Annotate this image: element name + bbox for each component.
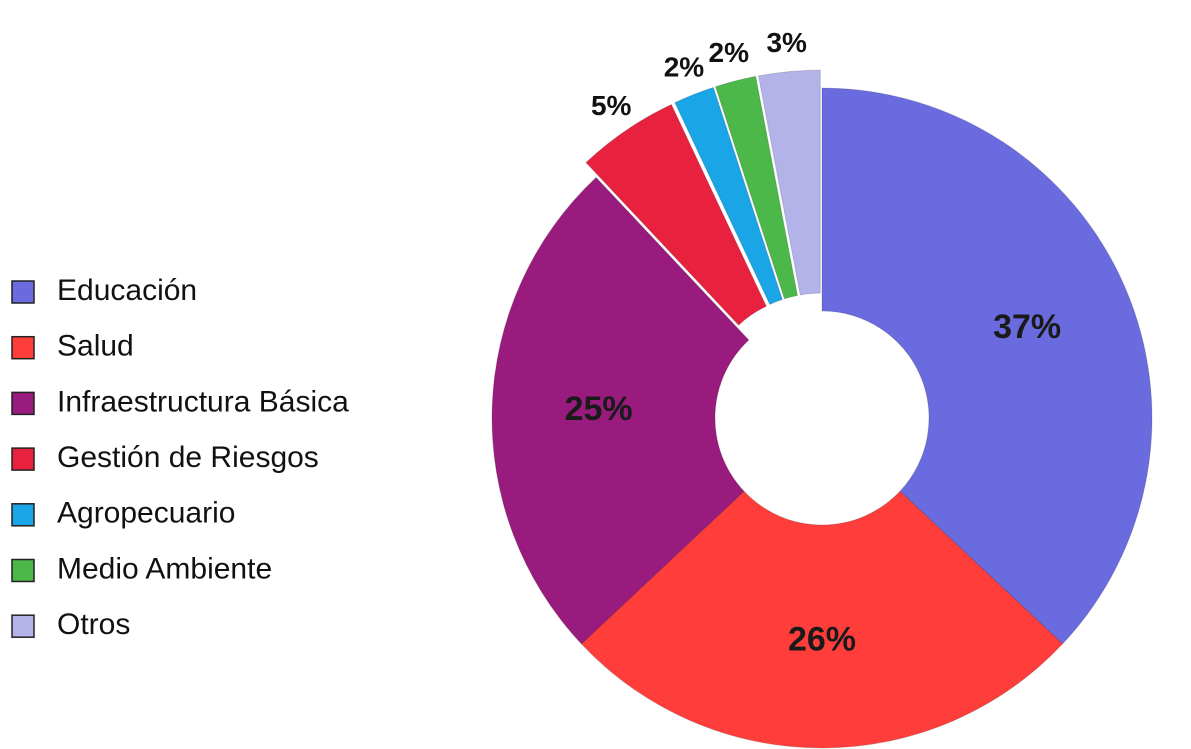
donut-slice: [821, 87, 1153, 645]
donut-slice: [714, 75, 799, 300]
slice-label: 2%: [709, 37, 750, 68]
legend-text: Agropecuario: [57, 497, 235, 530]
legend-swatch: [11, 614, 35, 638]
slice-label: 37%: [993, 308, 1061, 346]
legend-swatch: [11, 335, 35, 360]
legend-text: Gestión de Riesgos: [57, 441, 319, 474]
donut-slice: [757, 69, 821, 296]
legend-swatch: [11, 447, 35, 471]
donut-slice: [585, 103, 767, 326]
slice-label: 3%: [766, 27, 807, 58]
slice-label: 2%: [664, 52, 705, 83]
slice-label: 5%: [591, 90, 632, 121]
legend-swatch: [11, 503, 35, 527]
legend-text: Educación: [57, 274, 197, 307]
legend-text: Salud: [57, 330, 134, 363]
donut-slice: [580, 490, 1064, 749]
slice-label: 26%: [788, 620, 856, 658]
legend-text: Medio Ambiente: [57, 552, 272, 585]
legend-swatch: [11, 558, 35, 583]
legend-swatch: [11, 391, 35, 416]
slice-label: 25%: [565, 390, 633, 428]
donut-slice: [491, 176, 750, 645]
donut-slice: [674, 86, 783, 306]
legend-swatch: [11, 280, 35, 304]
legend-text: Otros: [57, 608, 130, 641]
legend-text: Infraestructura Básica: [57, 385, 349, 418]
